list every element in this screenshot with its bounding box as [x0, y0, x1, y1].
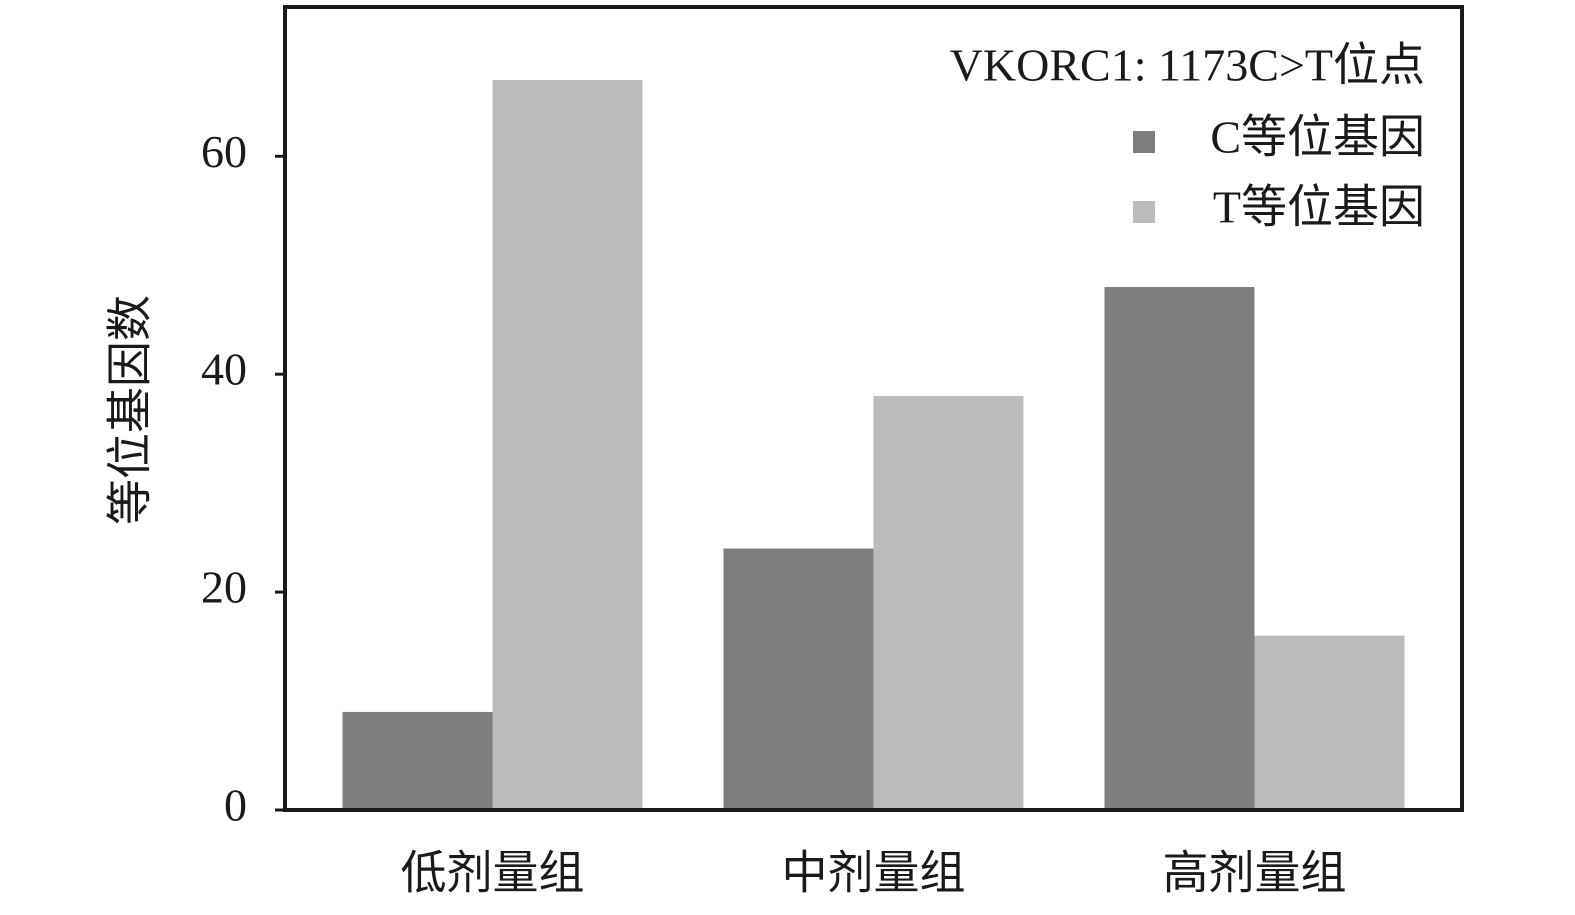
legend-swatch: [1133, 201, 1155, 223]
y-tick-label: 40: [201, 344, 247, 395]
legend-label: C等位基因: [1210, 112, 1425, 163]
bar: [492, 80, 643, 810]
y-axis-label: 等位基因数: [105, 295, 156, 525]
x-tick-label: 高剂量组: [1163, 848, 1347, 899]
bar: [1254, 635, 1405, 810]
bar: [342, 711, 493, 810]
legend-label: T等位基因: [1213, 182, 1425, 233]
legend-title: VKORC1: 1173C>T位点: [950, 40, 1425, 91]
legend-swatch: [1133, 131, 1155, 153]
bar: [723, 548, 874, 810]
x-tick-label: 低剂量组: [401, 848, 585, 899]
plot-frame: [283, 5, 1464, 812]
y-tick-label: 0: [224, 780, 247, 831]
bar: [873, 395, 1024, 810]
y-tick-label: 20: [201, 562, 247, 613]
x-tick-label: 中剂量组: [782, 848, 966, 899]
bar: [1104, 287, 1255, 811]
y-tick-label: 60: [201, 126, 247, 177]
